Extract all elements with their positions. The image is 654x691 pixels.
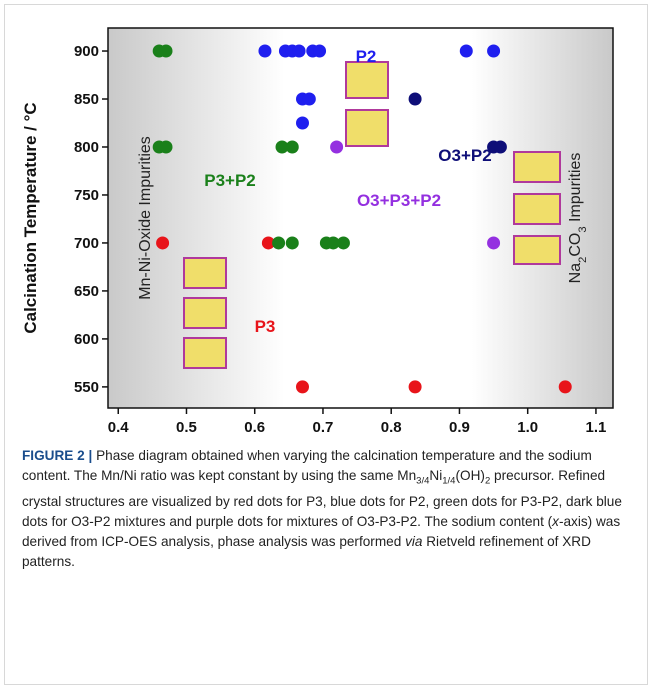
x-tick-label: 0.9: [449, 419, 470, 436]
text-part: Impurities: [567, 153, 584, 227]
y-tick-label: 800: [74, 139, 99, 156]
x-tick-label: 0.7: [313, 419, 334, 436]
x-tick-label: 0.5: [176, 419, 197, 436]
x-tick-label: 1.1: [586, 419, 607, 436]
caption-part: Phase diagram obtained when varying the …: [22, 448, 592, 483]
caption-part: 3/4: [416, 475, 430, 487]
text-part: Na: [567, 263, 584, 284]
text-part: Mn-Ni-Oxide Impurities: [137, 136, 154, 300]
y-tick-label: 850: [74, 91, 99, 108]
data-point: [258, 44, 272, 58]
caption: FIGURE 2 | Phase diagram obtained when v…: [22, 446, 634, 572]
annotation: Mn-Ni-Oxide Impurities: [137, 136, 154, 300]
caption-part: (OH): [455, 468, 485, 483]
data-point: [272, 236, 286, 250]
data-point: [285, 140, 299, 154]
data-point: [261, 236, 275, 250]
data-point: [336, 236, 350, 250]
crystal-structures: [183, 61, 561, 369]
y-tick-label: 650: [74, 283, 99, 300]
data-point: [408, 380, 422, 394]
y-tick-label: 750: [74, 187, 99, 204]
text-part: 2: [577, 257, 589, 263]
x-tick-label: 0.6: [244, 419, 265, 436]
caption-part: Ni: [429, 468, 443, 483]
data-point: [285, 236, 299, 250]
data-point: [159, 140, 173, 154]
caption-part: via: [405, 533, 423, 549]
y-tick-label: 600: [74, 331, 99, 348]
series-label: P3: [255, 317, 276, 336]
data-point: [408, 92, 422, 106]
y-tick-label: 900: [74, 43, 99, 60]
series-label: O3+P3+P2: [357, 191, 441, 210]
data-point: [295, 380, 309, 394]
caption-part: Rietveld refinement of XRD patterns.: [22, 533, 591, 569]
caption-part: precursor. Refined crystal structures ar…: [22, 468, 622, 529]
annotation: Na2CO3 Impurities: [567, 153, 589, 284]
series-label: O3+P2: [438, 146, 491, 165]
caption-part: 1/4: [442, 475, 456, 487]
data-point: [302, 92, 316, 106]
text-part: 3: [577, 226, 589, 232]
caption-part: FIGURE 2 |: [22, 448, 97, 463]
y-tick-label: 700: [74, 235, 99, 252]
data-point: [326, 236, 340, 250]
series-label: P3+P2: [204, 171, 256, 190]
caption-part: x: [552, 513, 559, 529]
data-point: [459, 44, 473, 58]
caption-part: 2: [484, 475, 491, 487]
data-point: [558, 380, 572, 394]
data-point: [313, 44, 327, 58]
data-point: [330, 140, 344, 154]
x-tick-label: 1.0: [517, 419, 538, 436]
series-label: P2: [356, 47, 377, 66]
caption-part: -axis) was derived from ICP-OES analysis…: [22, 513, 621, 549]
x-tick-label: 0.8: [381, 419, 402, 436]
data-point: [295, 116, 309, 130]
data-point: [487, 236, 501, 250]
y-axis-label: Calcination Temperature / °C: [21, 102, 40, 333]
x-tick-label: 0.4: [108, 419, 130, 436]
data-point: [275, 140, 289, 154]
figure-frame: [4, 4, 648, 685]
data-point: [493, 140, 507, 154]
data-point: [156, 236, 170, 250]
data-point: [487, 44, 501, 58]
y-tick-label: 550: [74, 379, 99, 396]
text-part: CO: [567, 233, 584, 257]
plot-frame: [107, 27, 614, 409]
data-point: [292, 44, 306, 58]
chart: 0.4 0.5 0.6 0.7 0.8 0.9 1.0 1.1 550 600 650 700 750 8…: [21, 27, 614, 436]
data-point: [159, 44, 173, 58]
